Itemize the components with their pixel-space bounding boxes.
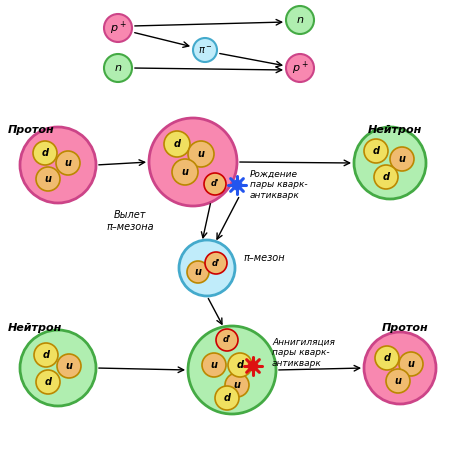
Text: d: d [224,393,230,403]
Circle shape [104,14,132,42]
Text: u: u [66,361,73,371]
Circle shape [149,118,237,206]
Text: d': d' [211,180,219,189]
Circle shape [188,326,276,414]
Circle shape [204,173,226,195]
Text: u: u [210,360,218,370]
Circle shape [33,141,57,165]
Circle shape [386,369,410,393]
Circle shape [399,352,423,376]
Circle shape [215,386,239,410]
Circle shape [57,354,81,378]
Text: Нейтрон: Нейтрон [8,323,62,333]
Circle shape [56,151,80,175]
Circle shape [202,353,226,377]
Text: d': d' [223,335,231,345]
Circle shape [205,252,227,274]
Text: u: u [399,154,406,164]
Circle shape [187,261,209,283]
Text: d: d [372,146,380,156]
Circle shape [375,346,399,370]
Circle shape [179,240,235,296]
Circle shape [354,127,426,199]
Circle shape [36,167,60,191]
Text: Вылет
π–мезона: Вылет π–мезона [106,210,154,232]
Circle shape [104,54,132,82]
Text: $p^+$: $p^+$ [292,60,308,76]
Circle shape [20,330,96,406]
Text: $\pi^-$: $\pi^-$ [198,45,212,55]
Text: Аннигиляция
пары кварк-
антикварк: Аннигиляция пары кварк- антикварк [272,338,335,368]
Text: u: u [234,380,240,390]
Circle shape [36,370,60,394]
Text: u: u [65,158,72,168]
Text: $n$: $n$ [114,63,122,73]
Circle shape [390,147,414,171]
Text: u: u [395,376,401,386]
Text: Рождение
пары кварк-
антикварк: Рождение пары кварк- антикварк [250,170,308,200]
Circle shape [20,127,96,203]
Circle shape [286,6,314,34]
Text: Протон: Протон [382,323,428,333]
Text: u: u [181,167,189,177]
Circle shape [228,353,252,377]
Text: Нейтрон: Нейтрон [368,125,422,135]
Circle shape [188,141,214,167]
Text: d: d [237,360,244,370]
Circle shape [225,373,249,397]
Text: $p^+$: $p^+$ [110,19,126,37]
Text: d: d [383,353,390,363]
Text: u: u [194,267,201,277]
Circle shape [364,139,388,163]
Circle shape [374,165,398,189]
Text: d: d [42,350,49,360]
Text: d': d' [212,258,220,267]
Circle shape [286,54,314,82]
Text: Протон: Протон [8,125,55,135]
Text: u: u [408,359,415,369]
Circle shape [193,38,217,62]
Circle shape [364,332,436,404]
Text: d: d [45,377,51,387]
Text: π–мезон: π–мезон [243,253,285,263]
Circle shape [164,131,190,157]
Text: u: u [198,149,205,159]
Circle shape [34,343,58,367]
Circle shape [216,329,238,351]
Text: d: d [41,148,48,158]
Text: $n$: $n$ [296,15,304,25]
Circle shape [172,159,198,185]
Text: d: d [382,172,389,182]
Text: u: u [45,174,51,184]
Text: d: d [173,139,180,149]
